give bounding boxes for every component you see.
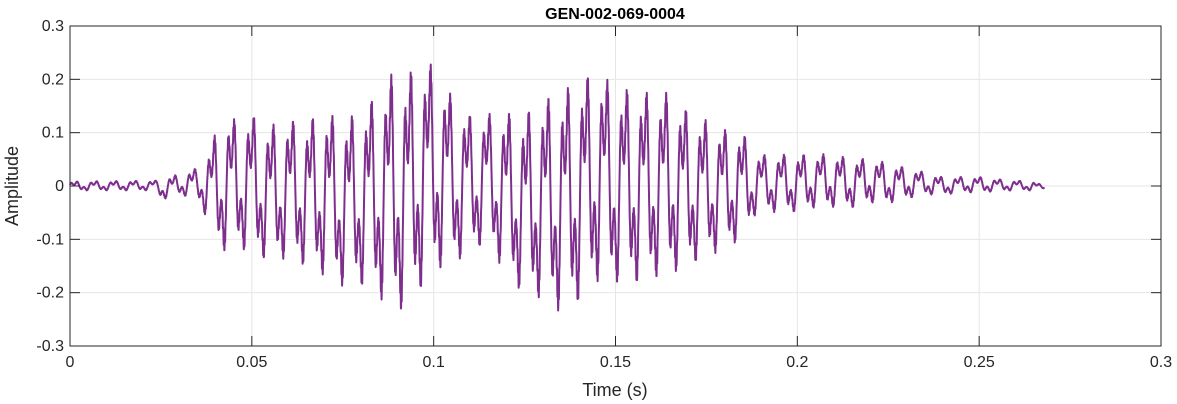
- x-axis-label: Time (s): [582, 380, 647, 400]
- y-tick-label: 0.2: [42, 71, 64, 88]
- x-tick-label: 0.15: [600, 354, 631, 371]
- x-tick-label: 0.1: [423, 354, 445, 371]
- x-tick-label: 0: [66, 354, 75, 371]
- tick-marks: 0 0.05 0.1 0.15 0.2 0.25 0.3 -0.3 -0.2 -0.1 0 0.1 0.…: [36, 18, 1172, 371]
- series-group: [69, 63, 1046, 312]
- x-tick-label: 0.3: [1150, 354, 1172, 371]
- y-tick-label: -0.3: [36, 338, 64, 355]
- y-tick-label: 0.1: [42, 125, 64, 142]
- y-tick-label: -0.2: [36, 285, 64, 302]
- series-line: [69, 63, 1046, 312]
- y-tick-label: -0.1: [36, 231, 64, 248]
- x-tick-label: 0.05: [236, 354, 267, 371]
- x-tick-label: 0.25: [964, 354, 995, 371]
- y-tick-label: 0.3: [42, 18, 64, 35]
- y-tick-label: 0: [55, 178, 64, 195]
- x-tick-label: 0.2: [786, 354, 808, 371]
- chart-title: GEN-002-069-0004: [545, 6, 685, 23]
- y-axis-label: Amplitude: [2, 146, 22, 226]
